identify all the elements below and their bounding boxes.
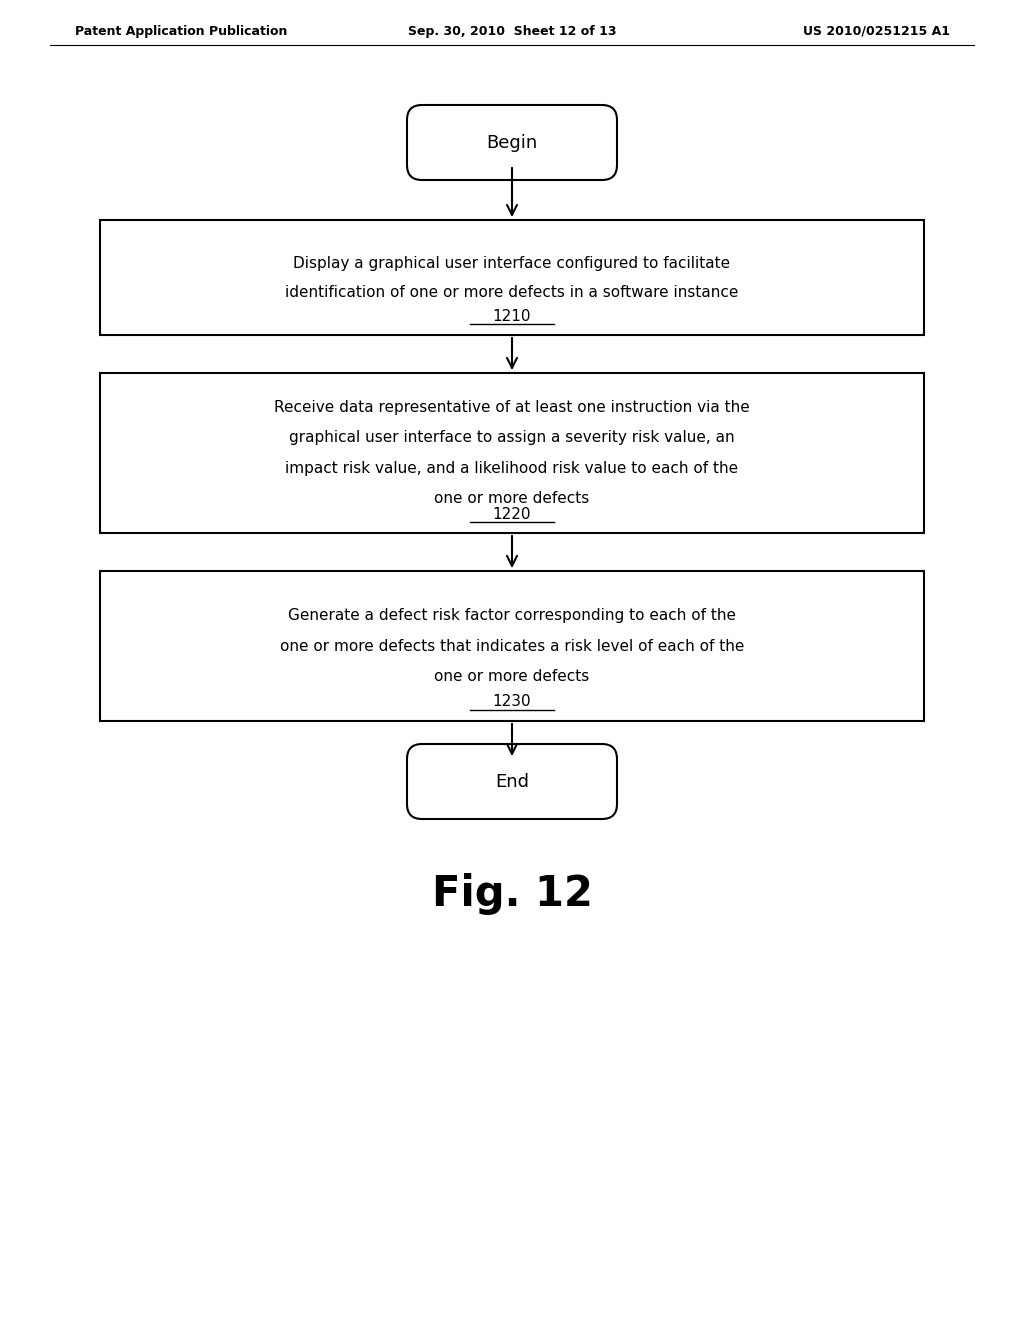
Text: graphical user interface to assign a severity risk value, an: graphical user interface to assign a sev…	[289, 430, 735, 445]
Text: Patent Application Publication: Patent Application Publication	[75, 25, 288, 38]
Text: identification of one or more defects in a software instance: identification of one or more defects in…	[286, 285, 738, 300]
Text: 1210: 1210	[493, 309, 531, 323]
Text: Begin: Begin	[486, 133, 538, 152]
Text: US 2010/0251215 A1: US 2010/0251215 A1	[803, 25, 950, 38]
FancyBboxPatch shape	[100, 572, 924, 721]
Text: Fig. 12: Fig. 12	[431, 873, 593, 915]
Text: Generate a defect risk factor corresponding to each of the: Generate a defect risk factor correspond…	[288, 609, 736, 623]
Text: 1220: 1220	[493, 507, 531, 521]
Text: Receive data representative of at least one instruction via the: Receive data representative of at least …	[274, 400, 750, 414]
Text: one or more defects: one or more defects	[434, 669, 590, 684]
FancyBboxPatch shape	[100, 220, 924, 335]
Text: Sep. 30, 2010  Sheet 12 of 13: Sep. 30, 2010 Sheet 12 of 13	[408, 25, 616, 38]
FancyBboxPatch shape	[407, 106, 617, 180]
FancyBboxPatch shape	[407, 744, 617, 818]
Text: End: End	[495, 772, 529, 791]
FancyBboxPatch shape	[100, 374, 924, 533]
Text: one or more defects that indicates a risk level of each of the: one or more defects that indicates a ris…	[280, 639, 744, 653]
Text: Display a graphical user interface configured to facilitate: Display a graphical user interface confi…	[294, 256, 730, 271]
Text: 1230: 1230	[493, 694, 531, 710]
Text: impact risk value, and a likelihood risk value to each of the: impact risk value, and a likelihood risk…	[286, 461, 738, 475]
Text: one or more defects: one or more defects	[434, 491, 590, 507]
